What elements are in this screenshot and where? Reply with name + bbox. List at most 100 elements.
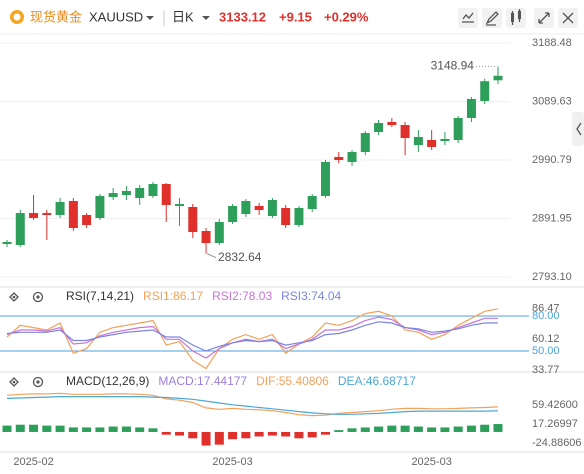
- candle-body: [148, 184, 158, 196]
- candle-body: [228, 205, 238, 223]
- macd-bar: [175, 431, 185, 436]
- macd-bar: [201, 431, 211, 446]
- macd-line: [6, 392, 499, 417]
- x-tick-label: 2025-02: [13, 456, 53, 468]
- y-tick-label: 33.77: [532, 364, 560, 376]
- legend-entry: DIF:55.40806: [256, 374, 329, 388]
- macd-bar: [281, 431, 291, 437]
- candle-body: [108, 193, 118, 197]
- macd-bar: [294, 431, 304, 439]
- candle-body: [201, 231, 211, 244]
- candle-body: [453, 117, 463, 140]
- low-label: 2832.64: [218, 250, 262, 264]
- macd-bar: [347, 428, 357, 432]
- legend-entry: RSI3:74.04: [281, 289, 341, 303]
- rsi-settings[interactable]: [32, 291, 44, 303]
- low-marker-line: [206, 253, 217, 259]
- macd-bar: [2, 425, 12, 432]
- candle-body: [42, 213, 52, 215]
- candle-body: [320, 162, 330, 196]
- y-tick-label: 2793.10: [532, 271, 572, 283]
- legend-entry: RSI2:78.03: [212, 289, 272, 303]
- macd-bar: [493, 424, 503, 432]
- y-tick-label: 17.26997: [532, 418, 578, 430]
- y-tick-label: 86.47: [532, 302, 560, 314]
- candle-body: [82, 214, 92, 225]
- candle-body: [29, 213, 39, 219]
- macd-bar: [29, 424, 39, 432]
- candle-body: [121, 191, 131, 195]
- legend-entry: MACD:17.44177: [158, 374, 247, 388]
- macd-bar: [453, 426, 463, 432]
- dropdown-arrow[interactable]: [202, 16, 210, 20]
- candle-body: [466, 98, 476, 118]
- instrument-symbol[interactable]: XAUUSD: [89, 9, 143, 24]
- candle-body: [307, 195, 317, 210]
- dropdown-arrow[interactable]: [146, 16, 154, 20]
- period[interactable]: 日K: [172, 9, 194, 24]
- indicator-line: [6, 321, 499, 352]
- candle-body: [413, 136, 423, 146]
- macd-bar: [360, 427, 370, 432]
- macd-bar: [307, 431, 317, 438]
- candle-body: [254, 205, 264, 211]
- macd-bar: [387, 425, 397, 432]
- side-toggle[interactable]: [572, 112, 584, 146]
- candle-body: [347, 152, 357, 163]
- y-tick-label: -24.88606: [532, 437, 582, 449]
- macd-bar: [480, 424, 490, 432]
- candle-body: [95, 195, 105, 219]
- macd-bar: [121, 426, 131, 432]
- candle-body: [267, 200, 277, 216]
- y-tick-label: 50.00: [532, 345, 560, 357]
- indicator-button[interactable]: [458, 8, 478, 28]
- macd-bar: [148, 428, 158, 432]
- candle-body: [387, 122, 397, 126]
- macd-bar: [55, 425, 65, 432]
- price-change: +9.15: [279, 9, 312, 24]
- candle-body: [334, 156, 344, 160]
- macd-bar: [108, 426, 118, 432]
- last-price: 3133.12: [219, 9, 266, 24]
- chart-type-button[interactable]: [506, 8, 526, 28]
- macd-settings[interactable]: [32, 376, 44, 388]
- macd-bar: [42, 425, 52, 432]
- macd-bar: [188, 431, 198, 439]
- candle-body: [175, 204, 185, 206]
- macd-bar: [254, 431, 264, 437]
- candle-body: [241, 201, 251, 215]
- macd-bar: [228, 431, 238, 440]
- macd-bar: [466, 425, 476, 432]
- candle-body: [294, 207, 304, 225]
- y-tick-label: 80.00: [532, 310, 560, 322]
- fullscreen-button[interactable]: [534, 8, 554, 28]
- close-button[interactable]: [558, 8, 578, 28]
- y-tick-label: 2990.79: [532, 154, 572, 166]
- macd-bar: [427, 427, 437, 432]
- y-tick-label: 59.42600: [532, 399, 578, 411]
- candle-body: [15, 213, 25, 245]
- x-tick-label: 2025-03: [411, 456, 451, 468]
- y-tick-label: 3089.63: [532, 95, 572, 107]
- macd-bar: [400, 425, 410, 432]
- candle-body: [493, 75, 503, 81]
- price-change-pct: +0.29%: [324, 9, 369, 24]
- candle-body: [161, 184, 171, 205]
- candle-body: [480, 81, 490, 101]
- y-tick-label: 2891.95: [532, 212, 572, 224]
- macd-bar: [320, 431, 330, 435]
- y-tick-label: 3188.48: [532, 37, 572, 49]
- rsi-visibility[interactable]: [9, 292, 19, 302]
- candle-body: [374, 123, 384, 133]
- candle-body: [281, 207, 291, 225]
- macd-bar: [161, 431, 171, 435]
- macd-bar: [82, 427, 92, 432]
- x-tick-label: 2025-03: [212, 456, 252, 468]
- legend-entry: DEA:46.68717: [338, 374, 416, 388]
- candle-body: [400, 125, 410, 138]
- high-label: 3148.94: [431, 59, 475, 73]
- draw-button[interactable]: [482, 8, 502, 28]
- macd-visibility[interactable]: [9, 377, 19, 387]
